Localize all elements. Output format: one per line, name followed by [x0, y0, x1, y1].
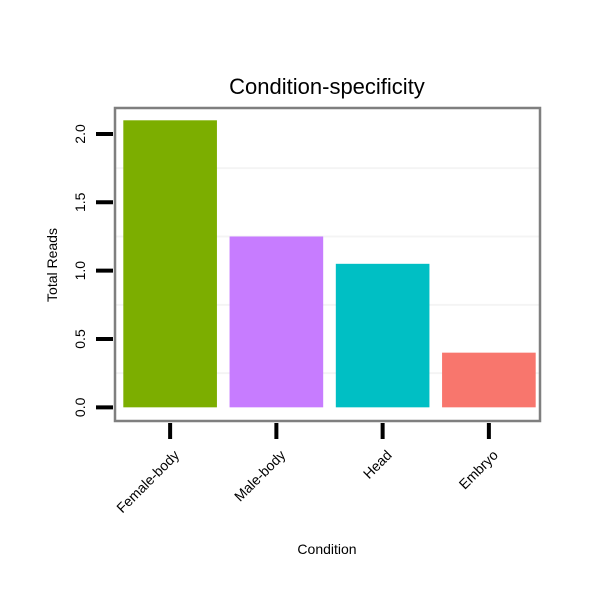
- bars: [123, 120, 536, 408]
- x-tick-label: Head: [360, 447, 395, 482]
- plot-panel-border: [113, 106, 542, 423]
- bar-embryo: [442, 352, 536, 408]
- x-tick-label: Male-body: [231, 447, 289, 505]
- y-tick-label: 2.0: [72, 124, 88, 144]
- y-axis: 0.0 0.5 1.0 1.5 2.0: [72, 124, 113, 417]
- bar-male-body: [229, 236, 324, 408]
- x-axis-label: Condition: [297, 541, 356, 557]
- chart-title: Condition-specificity: [229, 74, 425, 99]
- x-tick-label: Embryo: [456, 447, 502, 493]
- bar-female-body: [123, 120, 217, 408]
- y-tick-label: 0.0: [72, 397, 88, 417]
- y-tick-label: 0.5: [72, 329, 88, 349]
- y-tick-label: 1.5: [72, 192, 88, 212]
- x-tick-label: Female-body: [113, 447, 182, 516]
- y-axis-label: Total Reads: [44, 228, 60, 302]
- y-tick-label: 1.0: [72, 261, 88, 281]
- bar-head: [335, 263, 430, 408]
- x-axis: Female-body Male-body Head Embryo: [113, 423, 501, 516]
